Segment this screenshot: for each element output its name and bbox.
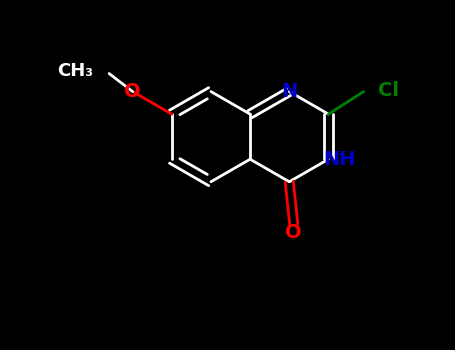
Text: N: N [281,82,298,101]
Text: NH: NH [324,150,356,169]
Text: CH₃: CH₃ [57,62,93,80]
Text: O: O [124,82,141,101]
Text: O: O [285,223,302,242]
Text: Cl: Cl [378,81,399,100]
